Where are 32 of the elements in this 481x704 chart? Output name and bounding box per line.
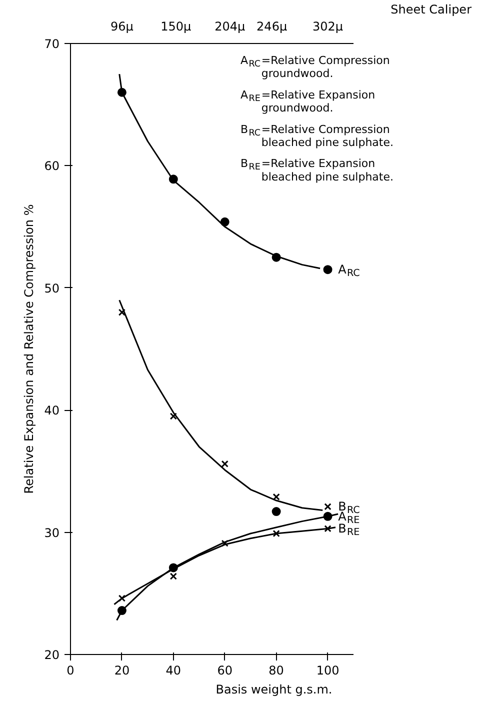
y-tick-label: 60	[44, 159, 60, 174]
y-tick-label: 40	[44, 404, 60, 418]
point	[272, 493, 280, 500]
y-tick-label: 30	[44, 526, 60, 540]
point	[221, 540, 228, 547]
x2-tick-label: 150μ	[160, 20, 192, 34]
y-axis-title: Relative Expansion and Relative Compression %	[22, 204, 36, 494]
y-tick-label: 20	[44, 648, 60, 662]
x-tick-label: 60	[217, 664, 233, 678]
point	[324, 525, 332, 532]
x-tick-label: 20	[114, 664, 130, 678]
x2-tick-label: 96μ	[110, 20, 134, 34]
x-tick-label: 40	[166, 664, 182, 678]
x-tick-label: 100	[316, 664, 340, 678]
y-tick-label: 50	[44, 281, 60, 296]
x2-tick-label: 302μ	[312, 20, 344, 34]
line-series	[116, 513, 339, 622]
point	[170, 412, 177, 420]
x2-tick-label: 204μ	[214, 20, 246, 34]
point	[118, 308, 126, 316]
point	[170, 572, 177, 580]
x-tick-label: 0	[66, 664, 74, 678]
x-axis-title: Basis weight g.s.m.	[216, 682, 332, 696]
point	[221, 460, 228, 468]
point	[272, 530, 280, 538]
y-tick-label: 70	[44, 37, 60, 51]
x-tick-label: 80	[268, 664, 284, 678]
point	[118, 594, 126, 602]
point	[272, 507, 281, 516]
x2-tick-label: 246μ	[256, 20, 288, 34]
x2-axis-title: Sheet Caliper	[390, 2, 472, 16]
point	[323, 265, 332, 274]
